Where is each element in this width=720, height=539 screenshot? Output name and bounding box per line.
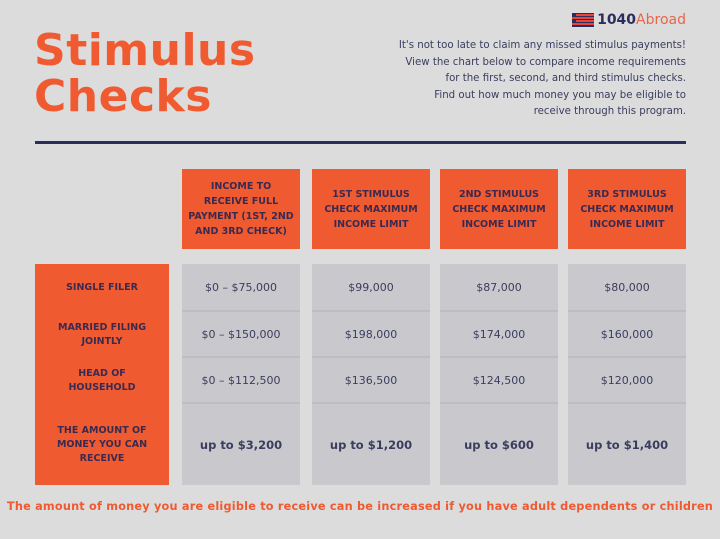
intro-line: for the first, second, and third stimulu…	[445, 73, 686, 84]
row-labels: SINGLE FILER MARRIED FILING JOINTLY HEAD…	[35, 264, 169, 485]
table-cell: $80,000	[568, 264, 686, 312]
us-flag-icon	[572, 13, 595, 27]
table-cell: $198,000	[312, 312, 430, 358]
column-header: 2ND STIMULUS CHECK MAXIMUM INCOME LIMIT	[440, 169, 558, 249]
intro-text: It's not too late to claim any missed st…	[366, 38, 686, 121]
column-header: INCOME TO RECEIVE FULL PAYMENT (1ST, 2ND…	[182, 169, 300, 249]
row-label: THE AMOUNT OF MONEY YOU CAN RECEIVE	[56, 424, 148, 464]
table-cell: $174,000	[440, 312, 558, 358]
intro-line: View the chart below to compare income r…	[405, 56, 686, 68]
table-cell: $120,000	[568, 358, 686, 404]
logo-word: Abroad	[636, 12, 686, 28]
intro-line: receive through this program.	[533, 106, 686, 117]
title-line: Stimulus	[34, 25, 256, 76]
table-column: $87,000 $174,000 $124,500 up to $600	[440, 264, 558, 485]
table-cell: up to $600	[464, 437, 534, 452]
row-label: SINGLE FILER	[66, 282, 138, 293]
table-cell: $160,000	[568, 312, 686, 358]
table-cell: $87,000	[440, 264, 558, 312]
table-cell: $124,500	[440, 358, 558, 404]
row-label: HEAD OF HOUSEHOLD	[68, 368, 136, 393]
title-line: Checks	[34, 71, 212, 122]
logo: 1040 Abroad	[572, 12, 686, 28]
table-cell: $99,000	[312, 264, 430, 312]
column-header: 1ST STIMULUS CHECK MAXIMUM INCOME LIMIT	[312, 169, 430, 249]
divider	[35, 141, 686, 144]
page-title: Stimulus Checks	[34, 28, 256, 120]
table-cell: $0 – $112,500	[182, 358, 300, 404]
table-cell: $136,500	[312, 358, 430, 404]
column-header: 3RD STIMULUS CHECK MAXIMUM INCOME LIMIT	[568, 169, 686, 249]
row-label: MARRIED FILING JOINTLY	[57, 322, 146, 347]
table-cell: up to $1,400	[585, 437, 669, 452]
table-cell: up to $3,200	[199, 437, 283, 452]
footer-note: The amount of money you are eligible to …	[6, 500, 714, 513]
table-column: $99,000 $198,000 $136,500 up to $1,200	[312, 264, 430, 485]
table-cell: up to $1,200	[329, 437, 413, 452]
table-cell: $0 – $75,000	[182, 264, 300, 312]
table-column: $80,000 $160,000 $120,000 up to $1,400	[568, 264, 686, 485]
logo-number: 1040	[597, 12, 637, 28]
intro-line: It's not too late to claim any missed st…	[398, 40, 686, 51]
table-column: $0 – $75,000 $0 – $150,000 $0 – $112,500 up…	[182, 264, 300, 485]
table-cell: $0 – $150,000	[182, 312, 300, 358]
intro-line: Find out how much money you may be eligi…	[434, 89, 686, 101]
